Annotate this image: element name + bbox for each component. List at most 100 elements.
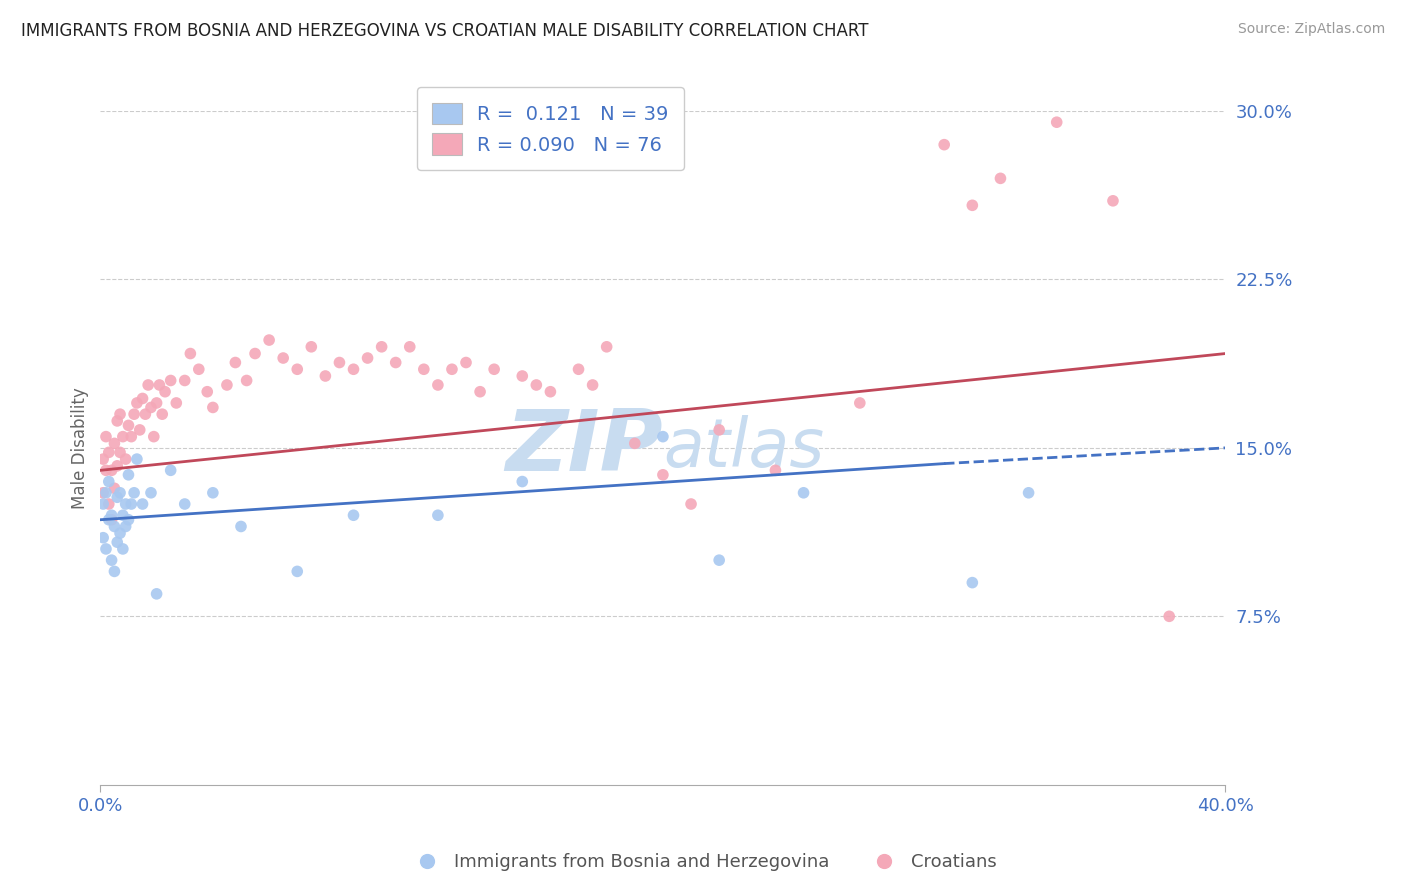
Point — [623, 436, 645, 450]
Point — [100, 508, 122, 523]
Point — [243, 346, 266, 360]
Point — [165, 396, 187, 410]
Point — [150, 407, 173, 421]
Point — [215, 378, 238, 392]
Point — [139, 485, 162, 500]
Point — [356, 351, 378, 365]
Point — [962, 198, 984, 212]
Point — [990, 171, 1012, 186]
Point — [482, 362, 505, 376]
Point — [651, 467, 673, 482]
Point — [510, 475, 533, 489]
Point — [108, 407, 131, 421]
Point — [94, 541, 117, 556]
Point — [173, 374, 195, 388]
Point — [105, 414, 128, 428]
Point — [195, 384, 218, 399]
Point — [299, 340, 322, 354]
Point — [97, 513, 120, 527]
Point — [524, 378, 547, 392]
Point — [224, 355, 246, 369]
Point — [142, 430, 165, 444]
Point — [849, 396, 872, 410]
Point — [595, 340, 617, 354]
Point — [934, 137, 956, 152]
Point — [100, 553, 122, 567]
Point — [120, 430, 142, 444]
Point — [125, 452, 148, 467]
Y-axis label: Male Disability: Male Disability — [72, 387, 89, 508]
Point — [328, 355, 350, 369]
Point — [426, 508, 449, 523]
Point — [709, 553, 731, 567]
Point — [398, 340, 420, 354]
Point — [793, 485, 815, 500]
Point — [111, 508, 134, 523]
Point — [1159, 609, 1181, 624]
Point — [100, 513, 122, 527]
Point — [103, 481, 125, 495]
Point — [117, 513, 139, 527]
Point — [148, 378, 170, 392]
Text: IMMIGRANTS FROM BOSNIA AND HERZEGOVINA VS CROATIAN MALE DISABILITY CORRELATION C: IMMIGRANTS FROM BOSNIA AND HERZEGOVINA V… — [21, 22, 869, 40]
Point — [91, 531, 114, 545]
Point — [159, 463, 181, 477]
Point — [131, 497, 153, 511]
Legend: R =  0.121   N = 39, R = 0.090   N = 76: R = 0.121 N = 39, R = 0.090 N = 76 — [416, 87, 683, 170]
Point — [94, 430, 117, 444]
Point — [125, 396, 148, 410]
Legend: Immigrants from Bosnia and Herzegovina, Croatians: Immigrants from Bosnia and Herzegovina, … — [402, 847, 1004, 879]
Point — [153, 384, 176, 399]
Point — [1102, 194, 1125, 208]
Point — [314, 369, 336, 384]
Point — [187, 362, 209, 376]
Point — [468, 384, 491, 399]
Point — [128, 423, 150, 437]
Point — [426, 378, 449, 392]
Point — [134, 407, 156, 421]
Point — [384, 355, 406, 369]
Point — [159, 374, 181, 388]
Point — [765, 463, 787, 477]
Point — [145, 587, 167, 601]
Point — [105, 535, 128, 549]
Point — [97, 475, 120, 489]
Point — [567, 362, 589, 376]
Point — [679, 497, 702, 511]
Point — [271, 351, 294, 365]
Point — [111, 541, 134, 556]
Point — [139, 401, 162, 415]
Point — [440, 362, 463, 376]
Point — [229, 519, 252, 533]
Point — [173, 497, 195, 511]
Point — [581, 378, 603, 392]
Point — [454, 355, 477, 369]
Point — [538, 384, 561, 399]
Point — [97, 497, 120, 511]
Text: atlas: atlas — [662, 415, 824, 481]
Point — [100, 463, 122, 477]
Point — [412, 362, 434, 376]
Point — [145, 396, 167, 410]
Point — [91, 497, 114, 511]
Point — [114, 519, 136, 533]
Point — [201, 401, 224, 415]
Point — [122, 485, 145, 500]
Point — [105, 458, 128, 473]
Point — [131, 392, 153, 406]
Point — [136, 378, 159, 392]
Point — [342, 508, 364, 523]
Point — [91, 485, 114, 500]
Point — [179, 346, 201, 360]
Point — [108, 445, 131, 459]
Point — [111, 430, 134, 444]
Point — [962, 575, 984, 590]
Point — [94, 485, 117, 500]
Point — [108, 526, 131, 541]
Point — [117, 467, 139, 482]
Point — [285, 362, 308, 376]
Point — [257, 333, 280, 347]
Point — [103, 436, 125, 450]
Point — [103, 565, 125, 579]
Point — [370, 340, 392, 354]
